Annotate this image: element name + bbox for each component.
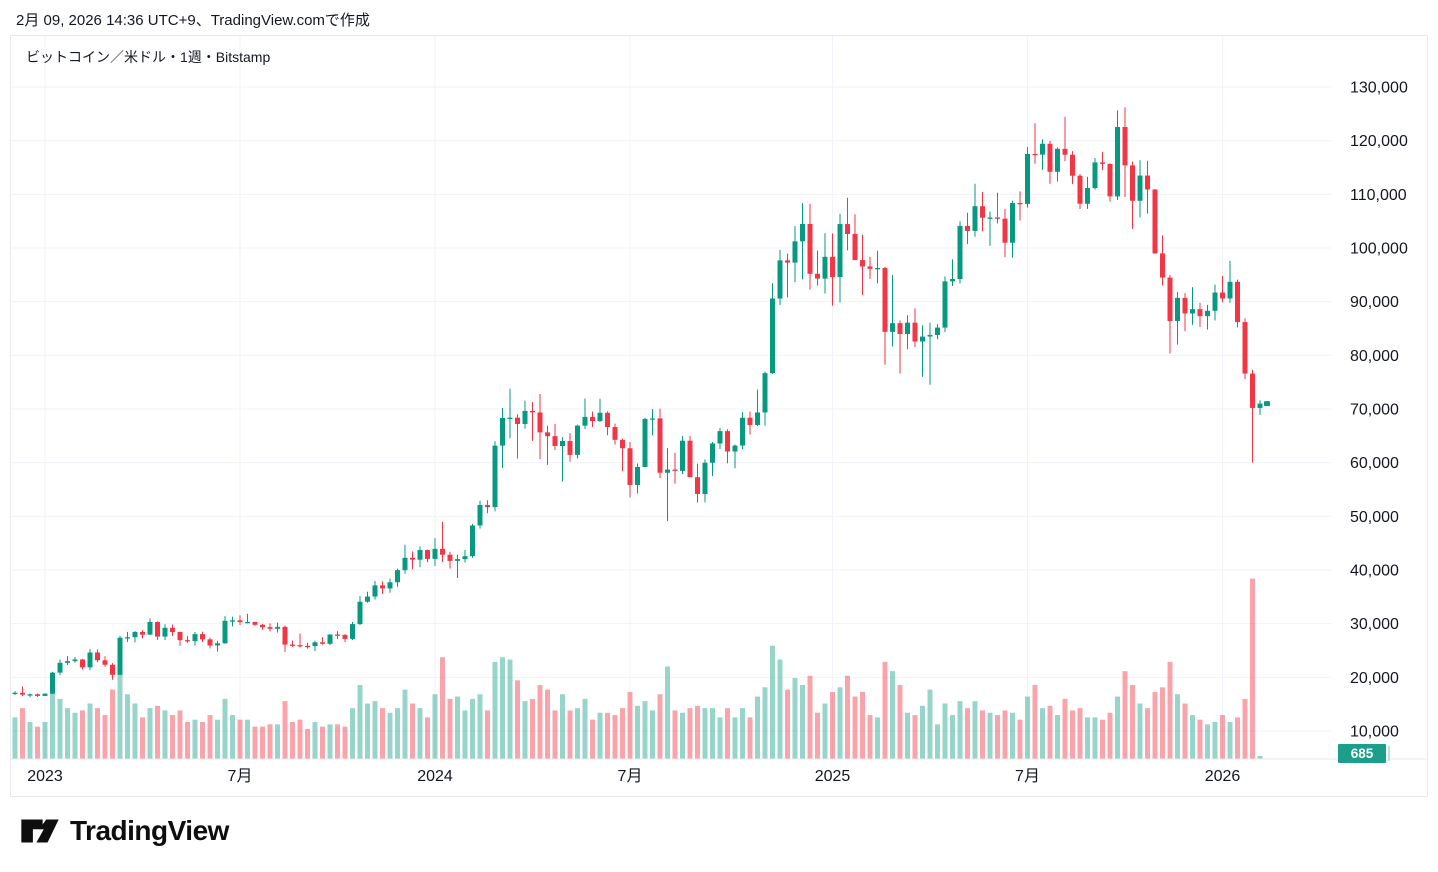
svg-text:60,000: 60,000 [1350, 455, 1399, 472]
tradingview-logo: TradingView [20, 815, 229, 847]
svg-text:2024: 2024 [417, 768, 453, 785]
svg-text:2023: 2023 [27, 768, 63, 785]
svg-text:120,000: 120,000 [1350, 133, 1408, 150]
chart-title: ビットコイン／米ドル・1週・Bitstamp [26, 49, 271, 65]
svg-text:7月: 7月 [1015, 768, 1040, 785]
svg-text:40,000: 40,000 [1350, 563, 1399, 580]
svg-text:130,000: 130,000 [1350, 80, 1408, 97]
svg-text:30,000: 30,000 [1350, 616, 1399, 633]
svg-text:80,000: 80,000 [1350, 348, 1399, 365]
brand-name: TradingView [70, 815, 229, 846]
tradingview-logo-icon [21, 819, 59, 843]
svg-text:2025: 2025 [815, 768, 851, 785]
svg-text:110,000: 110,000 [1350, 187, 1407, 204]
svg-text:2026: 2026 [1205, 768, 1241, 785]
svg-text:90,000: 90,000 [1350, 294, 1399, 311]
svg-text:70,000: 70,000 [1350, 402, 1399, 419]
svg-text:50,000: 50,000 [1350, 509, 1399, 526]
svg-text:20,000: 20,000 [1350, 670, 1399, 687]
last-price-marker [1264, 401, 1270, 407]
svg-text:7月: 7月 [618, 768, 643, 785]
svg-text:100,000: 100,000 [1350, 241, 1408, 258]
volume-badge: 685 [1338, 744, 1390, 763]
candlestick-chart: 130,000 120,000 110,000 100,000 90,000 80,000… [11, 36, 1427, 785]
chart-area: ビットコイン／米ドル・1週・Bitstamp 130,000 120,000 110… [10, 35, 1428, 797]
svg-text:7月: 7月 [228, 768, 253, 785]
svg-text:10,000: 10,000 [1350, 724, 1399, 741]
creation-timestamp: 2月 09, 2026 14:36 UTC+9、TradingView.comで… [16, 12, 370, 29]
